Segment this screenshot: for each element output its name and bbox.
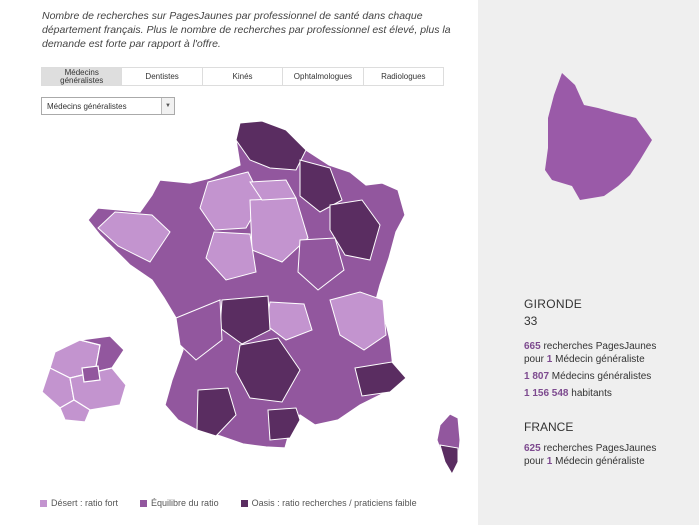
- profession-select[interactable]: Médecins généralistes ▼: [41, 97, 175, 115]
- department-population-stat: 1 156 548 habitants: [524, 387, 694, 400]
- idf-dept[interactable]: [59, 399, 91, 423]
- department-region-medium[interactable]: [297, 237, 345, 291]
- ile-de-france-inset: [41, 335, 127, 423]
- france-searches-text-b-post: Médecin généraliste: [552, 456, 645, 467]
- france-searches-stat: 625 recherches PagesJaunes pour 1 Médeci…: [524, 442, 694, 468]
- legend-label-desert: Désert : ratio fort: [51, 498, 119, 508]
- count-value: 1 807: [524, 371, 550, 382]
- searches-value: 665: [524, 341, 541, 352]
- france-searches-text-a: recherches PagesJaunes: [540, 443, 657, 454]
- department-region-dark[interactable]: [267, 407, 301, 441]
- department-region-dark[interactable]: [196, 387, 237, 437]
- legend-item-equilibre: Équilibre du ratio: [140, 498, 219, 508]
- department-searches-stat: 665 recherches PagesJaunes pour 1 Médeci…: [524, 340, 694, 366]
- legend-swatch-dark: [240, 499, 248, 507]
- france-searches-value: 625: [524, 443, 541, 454]
- france-mainland-map: [87, 120, 407, 449]
- department-region-light[interactable]: [205, 231, 257, 281]
- tab-medecins-generalistes[interactable]: Médecins généralistes: [42, 68, 123, 85]
- department-region-dark[interactable]: [235, 337, 301, 403]
- intro-text: Nombre de recherches sur PagesJaunes par…: [42, 10, 451, 50]
- chevron-down-icon: ▼: [161, 98, 174, 114]
- map-legend: Désert : ratio fort Équilibre du ratio O…: [40, 498, 439, 508]
- profession-tabs: Médecins généralistes Dentistes Kinés Op…: [41, 67, 444, 86]
- department-region-dark[interactable]: [354, 361, 407, 397]
- count-text: Médecins généralistes: [549, 371, 652, 382]
- department-region-light[interactable]: [199, 171, 263, 231]
- legend-swatch-light: [40, 499, 47, 507]
- department-region-light[interactable]: [249, 179, 297, 201]
- department-region-dark[interactable]: [329, 199, 381, 261]
- department-name: GIRONDE: [524, 297, 583, 311]
- population-text: habitants: [568, 388, 612, 399]
- department-number: 33: [524, 314, 538, 328]
- population-value: 1 156 548: [524, 388, 569, 399]
- department-region-light[interactable]: [97, 211, 171, 263]
- france-searches-text-b-pre: pour: [524, 456, 547, 467]
- tab-dentistes[interactable]: Dentistes: [122, 68, 203, 85]
- tab-ophtalmologues[interactable]: Ophtalmologues: [283, 68, 364, 85]
- profession-select-value: Médecins généralistes: [47, 101, 127, 111]
- searches-per: 1: [546, 354, 553, 365]
- tab-radiologues[interactable]: Radiologues: [381, 71, 426, 81]
- searches-text-a: recherches PagesJaunes: [540, 341, 657, 352]
- detail-panel: [478, 0, 699, 525]
- department-count-stat: 1 807 Médecins généralistes: [524, 370, 694, 383]
- legend-item-oasis: Oasis : ratio recherches / praticiens fa…: [240, 498, 417, 508]
- legend-label-oasis: Oasis : ratio recherches / praticiens fa…: [251, 498, 417, 508]
- department-region-medium[interactable]: [175, 299, 223, 361]
- selected-department-gironde-map[interactable]: [545, 73, 652, 200]
- department-region-light[interactable]: [329, 291, 387, 351]
- legend-item-desert: Désert : ratio fort: [40, 498, 118, 508]
- france-title: FRANCE: [524, 420, 574, 434]
- corsica-south-dept[interactable]: [439, 444, 459, 476]
- department-region-dark[interactable]: [235, 120, 307, 171]
- searches-text-b-post: Médecin généraliste: [552, 354, 645, 365]
- department-regions: [97, 120, 407, 441]
- legend-swatch-medium: [140, 499, 148, 507]
- france-searches-per: 1: [546, 456, 553, 467]
- searches-text-b-pre: pour: [524, 354, 547, 365]
- legend-label-equilibre: Équilibre du ratio: [151, 498, 219, 508]
- tab-kines[interactable]: Kinés: [203, 68, 284, 85]
- idf-dept[interactable]: [81, 365, 101, 383]
